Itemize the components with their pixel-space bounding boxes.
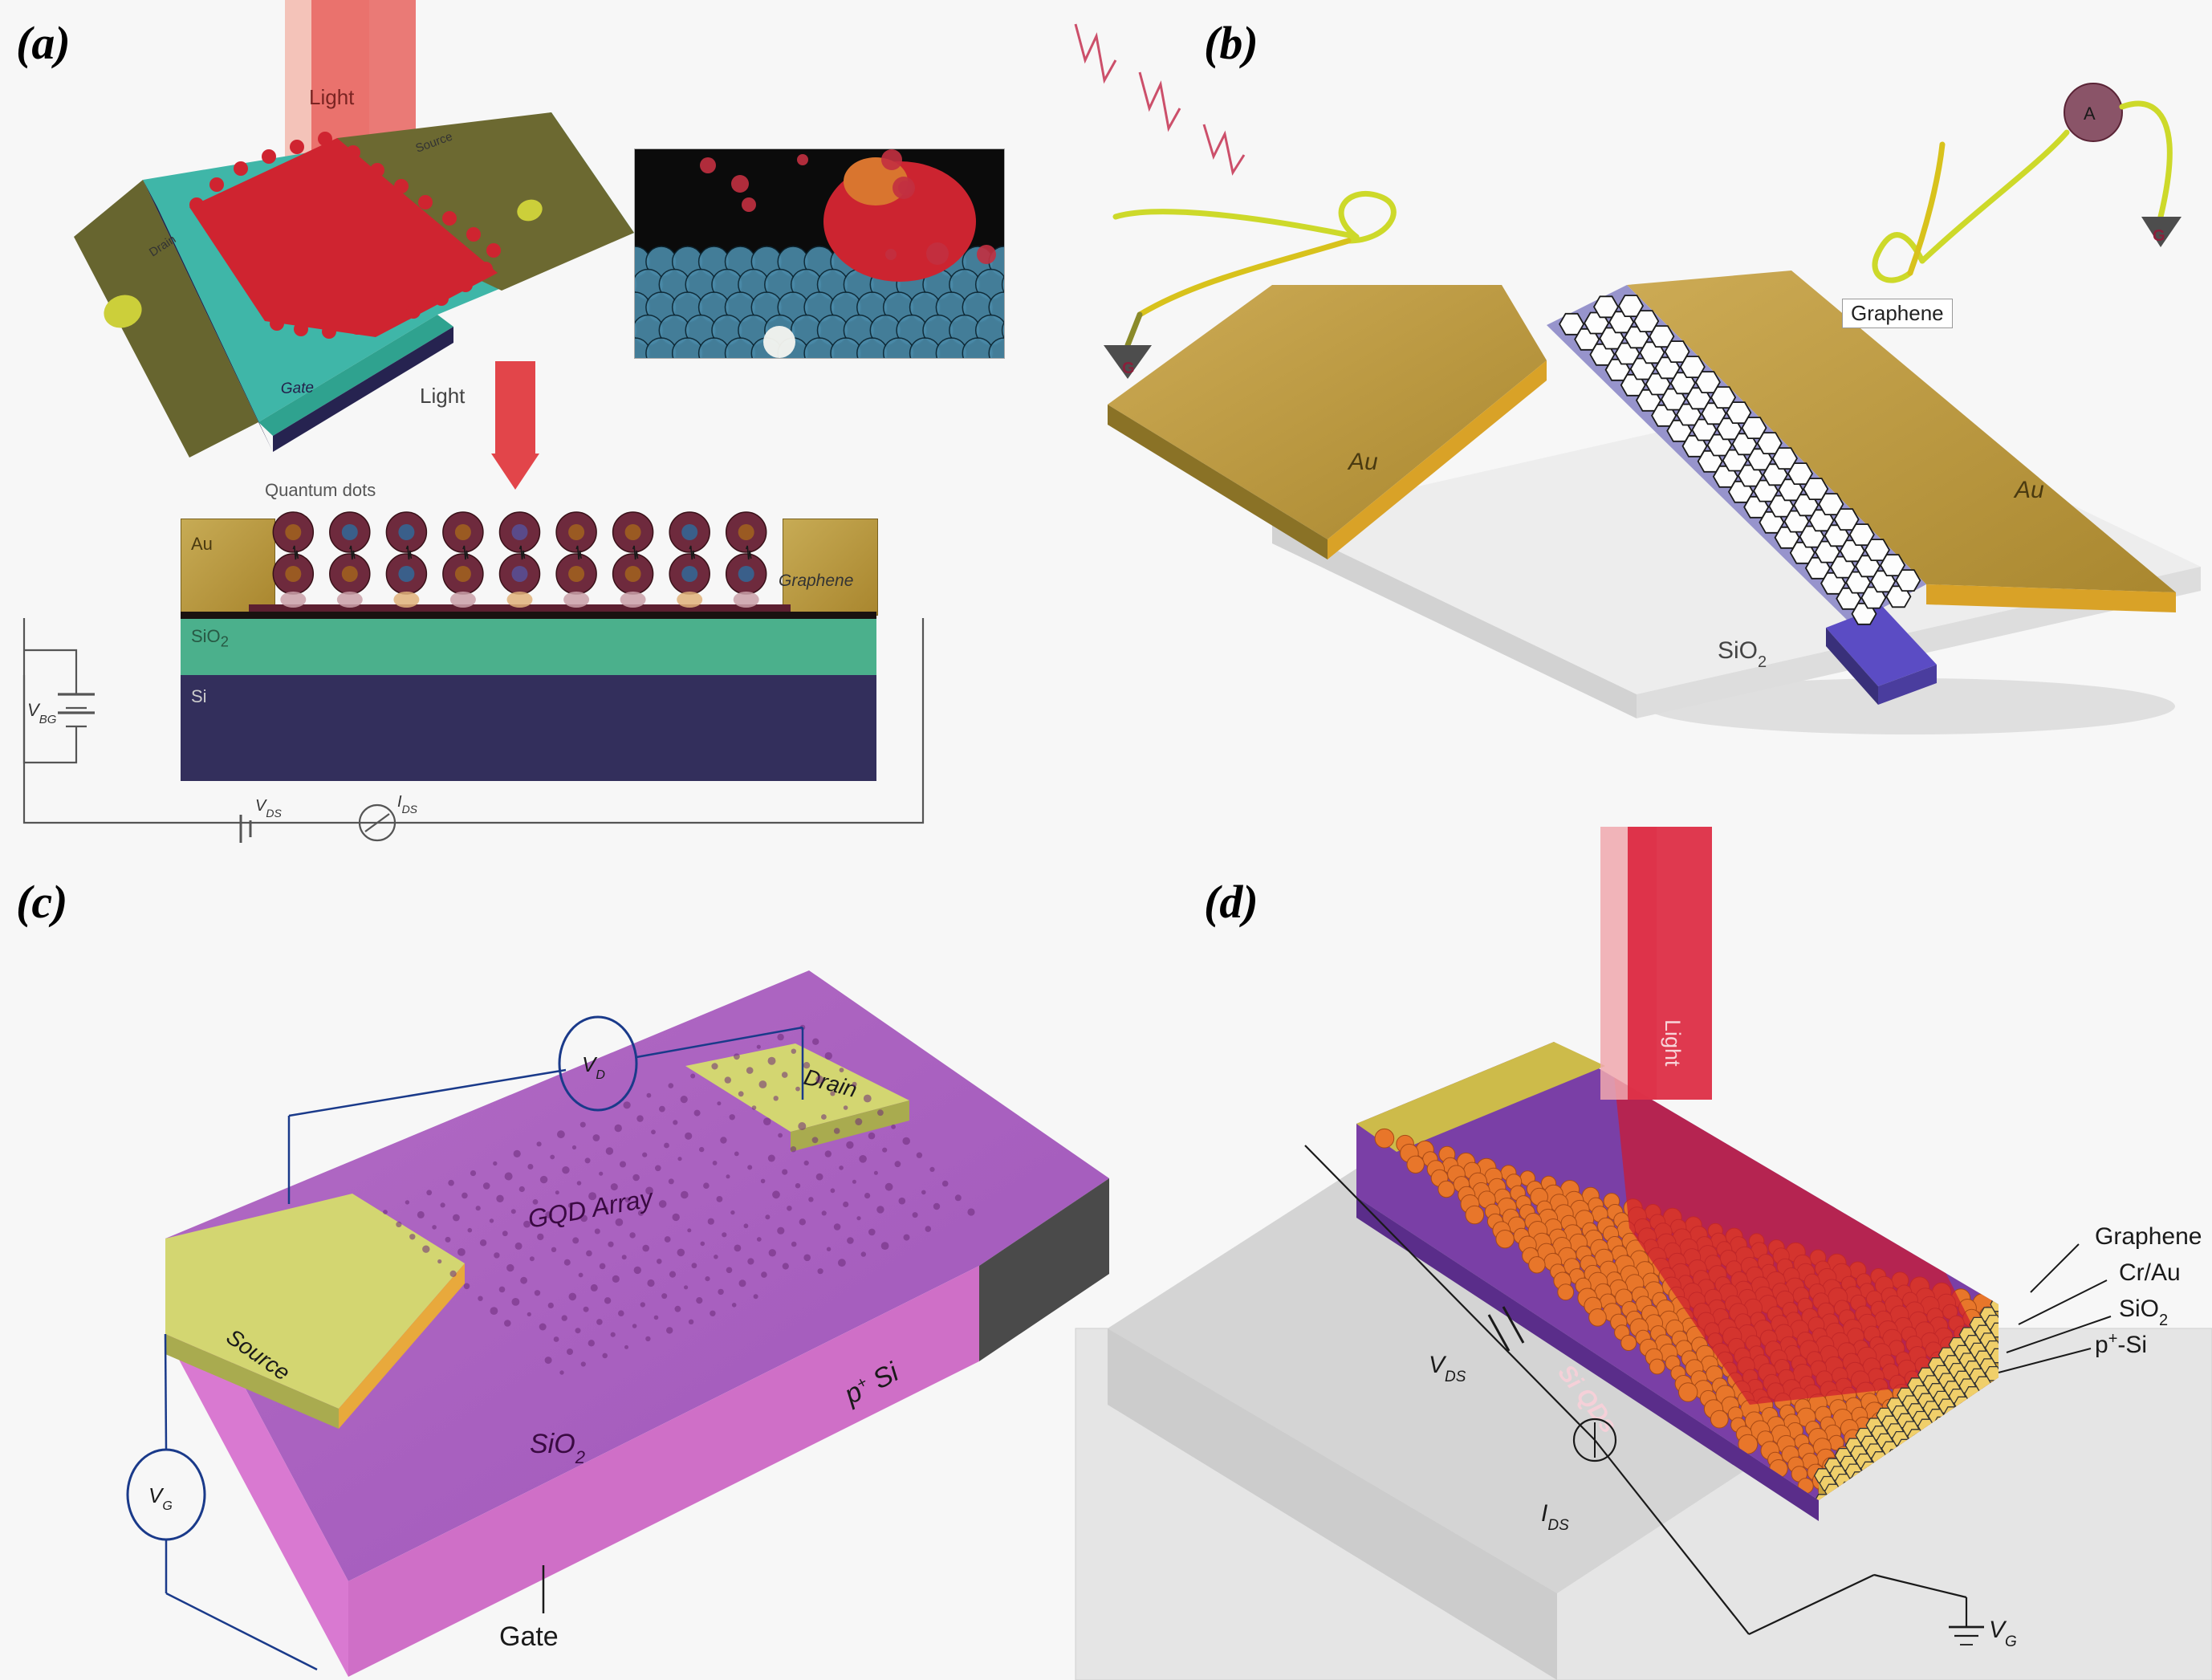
svg-text:Light: Light — [309, 85, 355, 109]
svg-text:A: A — [2084, 104, 2096, 124]
svg-text:SiO2: SiO2 — [2119, 1296, 2168, 1329]
svg-text:p+-Si: p+-Si — [2095, 1330, 2147, 1358]
svg-text:G: G — [1122, 360, 1135, 377]
svg-text:Gate: Gate — [499, 1621, 559, 1652]
svg-text:Graphene: Graphene — [2095, 1223, 2202, 1250]
svg-text:VDS: VDS — [255, 797, 282, 820]
svg-text:G: G — [2153, 227, 2165, 245]
svg-text:IDS: IDS — [397, 793, 418, 816]
svg-text:Gate: Gate — [280, 380, 314, 397]
svg-text:Cr/Au: Cr/Au — [2119, 1259, 2181, 1286]
svg-text:VG: VG — [148, 1483, 173, 1513]
svg-text:Light: Light — [1661, 1019, 1685, 1067]
svg-text:VBG: VBG — [27, 700, 57, 726]
